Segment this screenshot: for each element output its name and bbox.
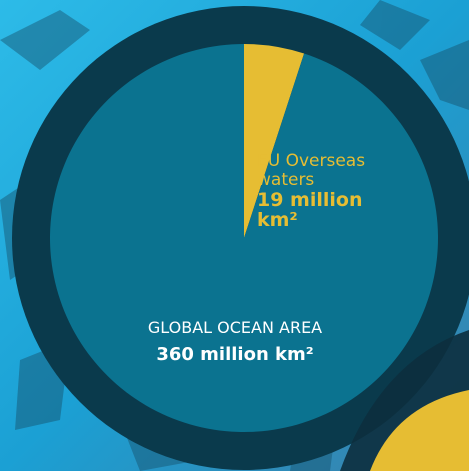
eu-waters-value: 19 million km²: [257, 190, 407, 230]
pie-slices: [49, 44, 438, 432]
global-ocean-label: GLOBAL OCEAN AREA: [147, 318, 323, 337]
global-ocean-value: 360 million km²: [156, 344, 314, 365]
pie-slice-eu-waters: [244, 44, 305, 238]
eu-value-line1: 19 million: [257, 189, 363, 211]
eu-waters-label: EU Overseas waters: [257, 151, 366, 190]
pie-slice-global-ocean: [49, 44, 438, 432]
eu-value-line2: km²: [257, 209, 298, 231]
corner-yellow-shape: [370, 390, 469, 471]
